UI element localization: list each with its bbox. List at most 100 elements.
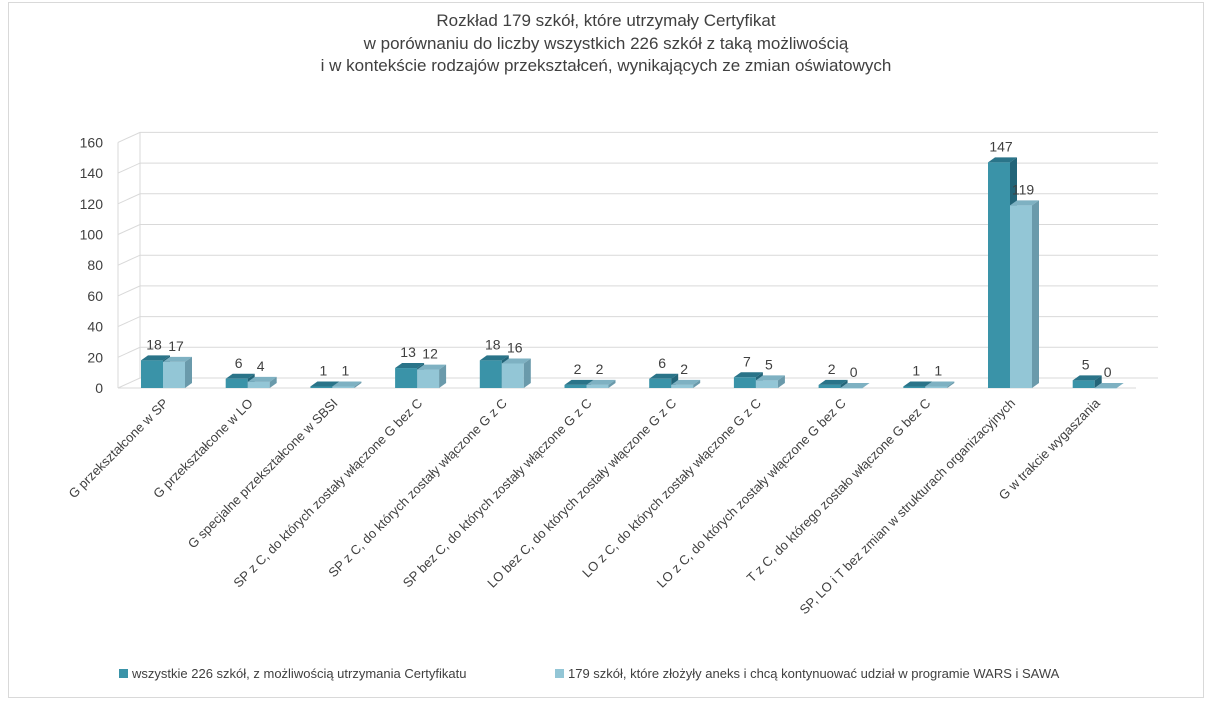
bar-front (818, 384, 841, 388)
data-label: 4 (257, 358, 265, 374)
legend-swatch (555, 669, 564, 678)
x-category-label: G specjalne przekształcone w SBSI (185, 396, 341, 552)
bar (840, 383, 870, 389)
legend: wszystkie 226 szkół, z możliwością utrzy… (119, 666, 1060, 681)
bar-side (185, 356, 192, 388)
bar-top (755, 375, 785, 381)
bar-front (501, 363, 524, 388)
bar-front (1094, 388, 1117, 389)
bar-front (671, 384, 694, 388)
bar (247, 376, 277, 388)
x-category-label: SP z C, do których zostały włączone G be… (230, 396, 425, 591)
bar-side (354, 381, 362, 388)
chart-title-line: w porównaniu do liczby wszystkich 226 sz… (363, 34, 849, 53)
data-label: 1 (912, 362, 920, 378)
bar-front (1010, 205, 1032, 388)
x-category-label: SP bez C, do których zostały włączone G … (400, 396, 595, 591)
bar (501, 358, 531, 388)
bar-top (671, 379, 701, 385)
y-tick-label: 40 (87, 319, 103, 335)
bar (586, 379, 616, 388)
bar-side (1032, 200, 1039, 388)
bar-top (840, 383, 870, 388)
bar (1094, 383, 1124, 389)
data-label: 18 (485, 336, 501, 352)
bar (925, 381, 955, 388)
bar-top (395, 363, 425, 369)
bar-top (649, 373, 679, 379)
data-label: 0 (850, 364, 858, 380)
bar-front (332, 386, 355, 388)
chart-title: Rozkład 179 szkół, które utrzymały Certy… (321, 11, 892, 75)
bar (755, 375, 785, 388)
bar-top (564, 379, 594, 385)
bar-top (225, 373, 255, 379)
x-category-label: LO z C, do których zostały włączone G be… (654, 396, 849, 591)
bar-top (903, 381, 933, 387)
bar-top (733, 372, 763, 378)
bar-front (988, 162, 1010, 388)
bar-front (755, 380, 778, 388)
y-tick-label: 80 (87, 257, 103, 273)
bar-front (733, 377, 756, 388)
data-label: 2 (596, 361, 604, 377)
bar (332, 381, 362, 388)
bar-top (417, 364, 447, 370)
y-tick-label: 60 (87, 288, 103, 304)
bar-front (225, 378, 248, 388)
data-label: 18 (146, 336, 162, 352)
bar-front (479, 360, 502, 388)
x-category-label: LO bez C, do których zostały włączone G … (484, 396, 679, 591)
bar (1072, 375, 1102, 388)
bar-top (479, 355, 509, 361)
bar-top (310, 381, 340, 387)
x-category-label: SP z C, do których zostały włączone G z … (325, 396, 510, 581)
bar-front (163, 361, 185, 388)
y-tick-label: 0 (95, 380, 103, 396)
bar-side (840, 379, 848, 388)
x-category-label: LO z C, do których zostały włączone G z … (579, 396, 764, 581)
bar-side (947, 381, 955, 388)
data-label: 6 (235, 355, 243, 371)
data-label: 2 (574, 361, 582, 377)
gridlines (117, 131, 1158, 389)
bar (417, 364, 447, 388)
bar-front (586, 384, 609, 388)
data-label: 16 (507, 339, 523, 355)
y-tick-label: 140 (80, 165, 104, 181)
bar-top (332, 381, 362, 387)
legend-swatch (119, 669, 128, 678)
bar-side (523, 358, 531, 388)
bar-top (818, 379, 848, 385)
data-label: 7 (743, 353, 751, 369)
bar-side (693, 379, 701, 388)
chart-title-line: Rozkład 179 szkół, które utrzymały Certy… (436, 11, 775, 30)
bar-front (310, 386, 333, 388)
bar-side (608, 379, 616, 388)
y-tick-label: 160 (80, 134, 104, 150)
bar (1010, 200, 1039, 388)
legend-label: wszystkie 226 szkół, z możliwością utrzy… (131, 666, 467, 681)
y-tick-label: 20 (87, 349, 103, 365)
bar-top (141, 355, 170, 361)
bar-top (1072, 375, 1102, 381)
y-axis-ticks: 0 20 40 60 80 100 120 140 160 (80, 134, 104, 396)
data-label: 147 (989, 138, 1013, 154)
bar-top (163, 356, 192, 362)
data-label: 13 (400, 344, 416, 360)
bar-front (840, 388, 863, 389)
data-label: 17 (168, 338, 184, 354)
legend-label: 179 szkół, które złożyły aneks i chcą ko… (568, 666, 1060, 681)
bar-top (1010, 200, 1039, 206)
bar-top (586, 379, 616, 385)
y-tick-label: 100 (80, 227, 104, 243)
bar (671, 379, 701, 388)
data-label: 5 (765, 356, 773, 372)
bar-side (777, 375, 785, 388)
bar-top (501, 358, 531, 364)
bar-front (564, 384, 587, 388)
bar-front (247, 381, 270, 388)
bar-side (439, 364, 447, 388)
